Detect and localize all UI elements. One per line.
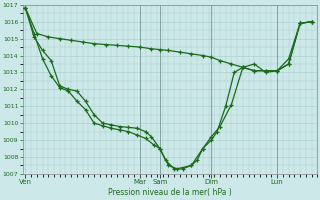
X-axis label: Pression niveau de la mer( hPa ): Pression niveau de la mer( hPa )	[108, 188, 232, 197]
